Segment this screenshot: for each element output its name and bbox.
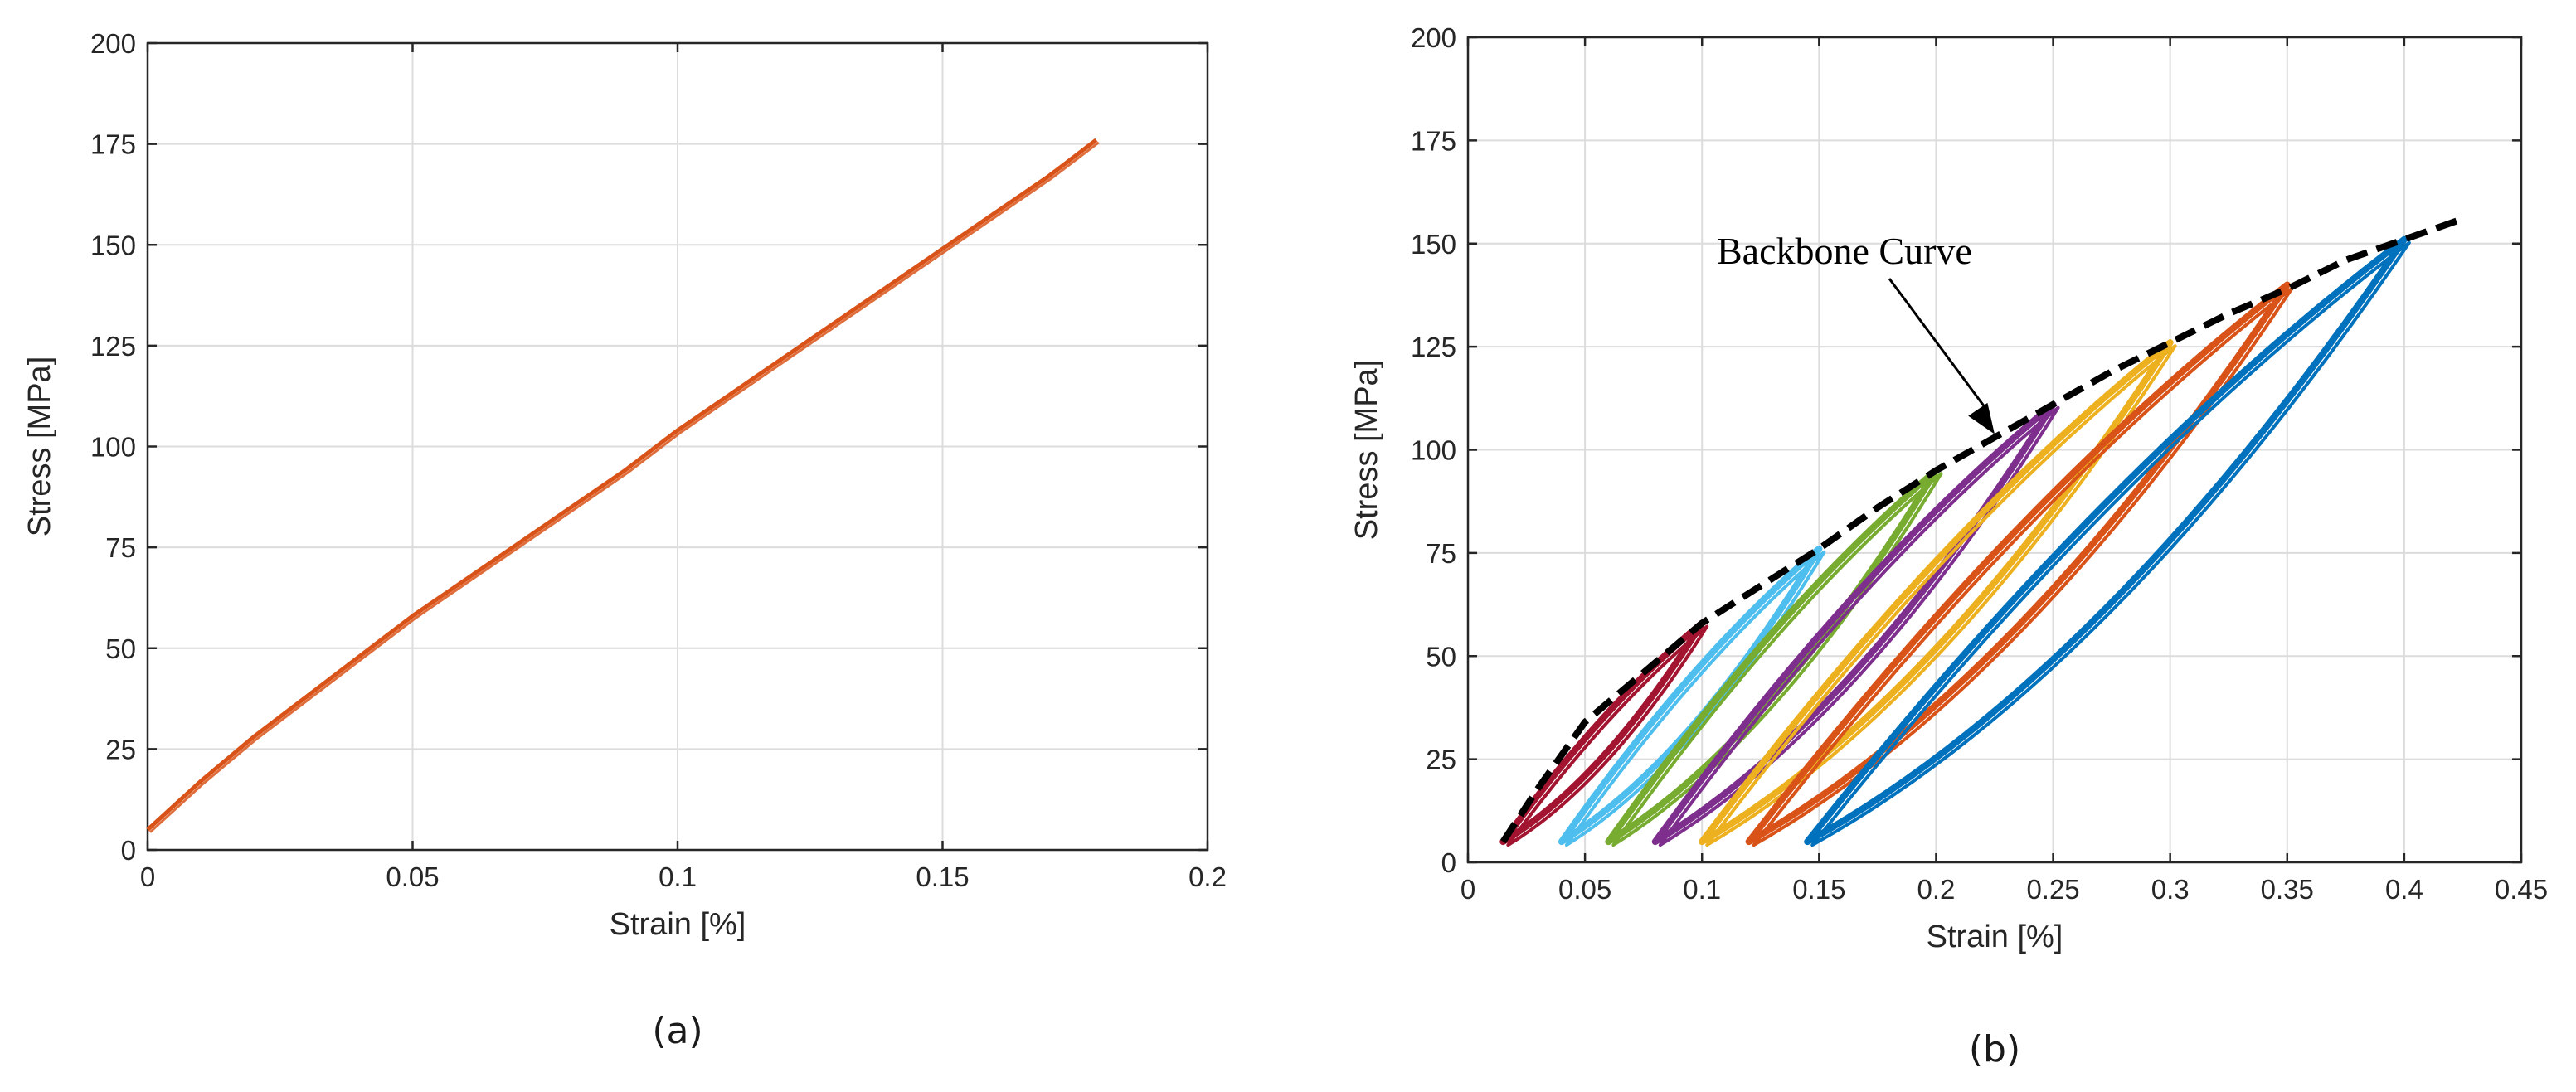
hysteresis-loop (1611, 472, 1943, 847)
hysteresis-loop (1804, 235, 2408, 846)
x-tick-label: 0.1 (659, 861, 697, 892)
y-tick-label: 25 (105, 734, 136, 764)
grid (1467, 36, 2522, 863)
x-tick-label: 0.2 (1917, 874, 1956, 905)
chart-a: 0 0.05 0.1 0.15 0.2 0 25 50 75 100 125 150 175 200 Str… (22, 28, 1227, 1052)
x-tick-label: 0.45 (2495, 874, 2548, 905)
y-tick-label: 200 (1411, 22, 1456, 53)
backbone-curve (1499, 216, 2464, 844)
y-tick-label: 0 (1441, 847, 1456, 878)
x-tick-label: 0.3 (2151, 874, 2190, 905)
hysteresis-loop (1705, 344, 2177, 847)
hysteresis-loop (1810, 240, 2411, 847)
chart-b: 0 0.05 0.1 0.15 0.2 0.25 0.3 0.35 0.4 0.45 0 25 50 75… (1349, 22, 2548, 1070)
y-tick-label: 50 (1426, 641, 1456, 672)
x-tick-label: 0.15 (916, 861, 969, 892)
y-tick-label: 150 (90, 230, 136, 260)
y-tick-label: 25 (1426, 745, 1456, 775)
hysteresis-loop (1558, 545, 1823, 846)
series-line (146, 138, 1098, 832)
series-line (148, 141, 1100, 833)
y-tick-label: 150 (1411, 229, 1456, 260)
x-axis-label: Strain [%] (610, 907, 746, 942)
y-tick-label: 100 (1411, 435, 1456, 466)
annotation-arrow (1888, 278, 1988, 410)
annotation-label: Backbone Curve (1717, 230, 1972, 272)
x-tick-label: 0.1 (1683, 874, 1721, 905)
y-tick-label: 75 (1426, 538, 1456, 569)
x-tick-label: 0.2 (1188, 861, 1227, 892)
y-tick-label: 175 (1411, 125, 1456, 156)
annotation-arrowhead (1968, 402, 1995, 434)
y-axis-label: Stress [MPa] (22, 357, 57, 537)
x-tick-label: 0 (1461, 874, 1475, 905)
grid (147, 42, 1208, 851)
hysteresis-loop (1658, 405, 2060, 847)
y-tick-label: 125 (90, 331, 136, 362)
y-tick-label: 75 (105, 532, 136, 563)
hysteresis-loop (1745, 281, 2291, 846)
x-axis-label: Strain [%] (1927, 920, 2063, 954)
hysteresis-loop (1699, 339, 2174, 846)
x-tick-label: 0.15 (1792, 874, 1845, 905)
y-tick-label: 50 (105, 633, 136, 664)
panel-label: (a) (652, 1010, 702, 1052)
hysteresis-loop (1506, 624, 1709, 847)
x-tick-label: 0.05 (1558, 874, 1611, 905)
panel-label: (b) (1969, 1028, 2020, 1070)
x-tick-label: 0.25 (2026, 874, 2079, 905)
y-tick-label: 200 (90, 28, 136, 59)
y-tick-label: 125 (1411, 332, 1456, 362)
y-tick-label: 100 (90, 432, 136, 463)
x-tick-label: 0.05 (386, 861, 439, 892)
y-tick-label: 175 (90, 129, 136, 160)
y-tick-label: 0 (121, 835, 136, 866)
x-tick-label: 0.35 (2261, 874, 2314, 905)
x-tick-label: 0 (140, 861, 155, 892)
y-axis-label: Stress [MPa] (1349, 360, 1384, 541)
x-tick-label: 0.4 (2385, 874, 2423, 905)
